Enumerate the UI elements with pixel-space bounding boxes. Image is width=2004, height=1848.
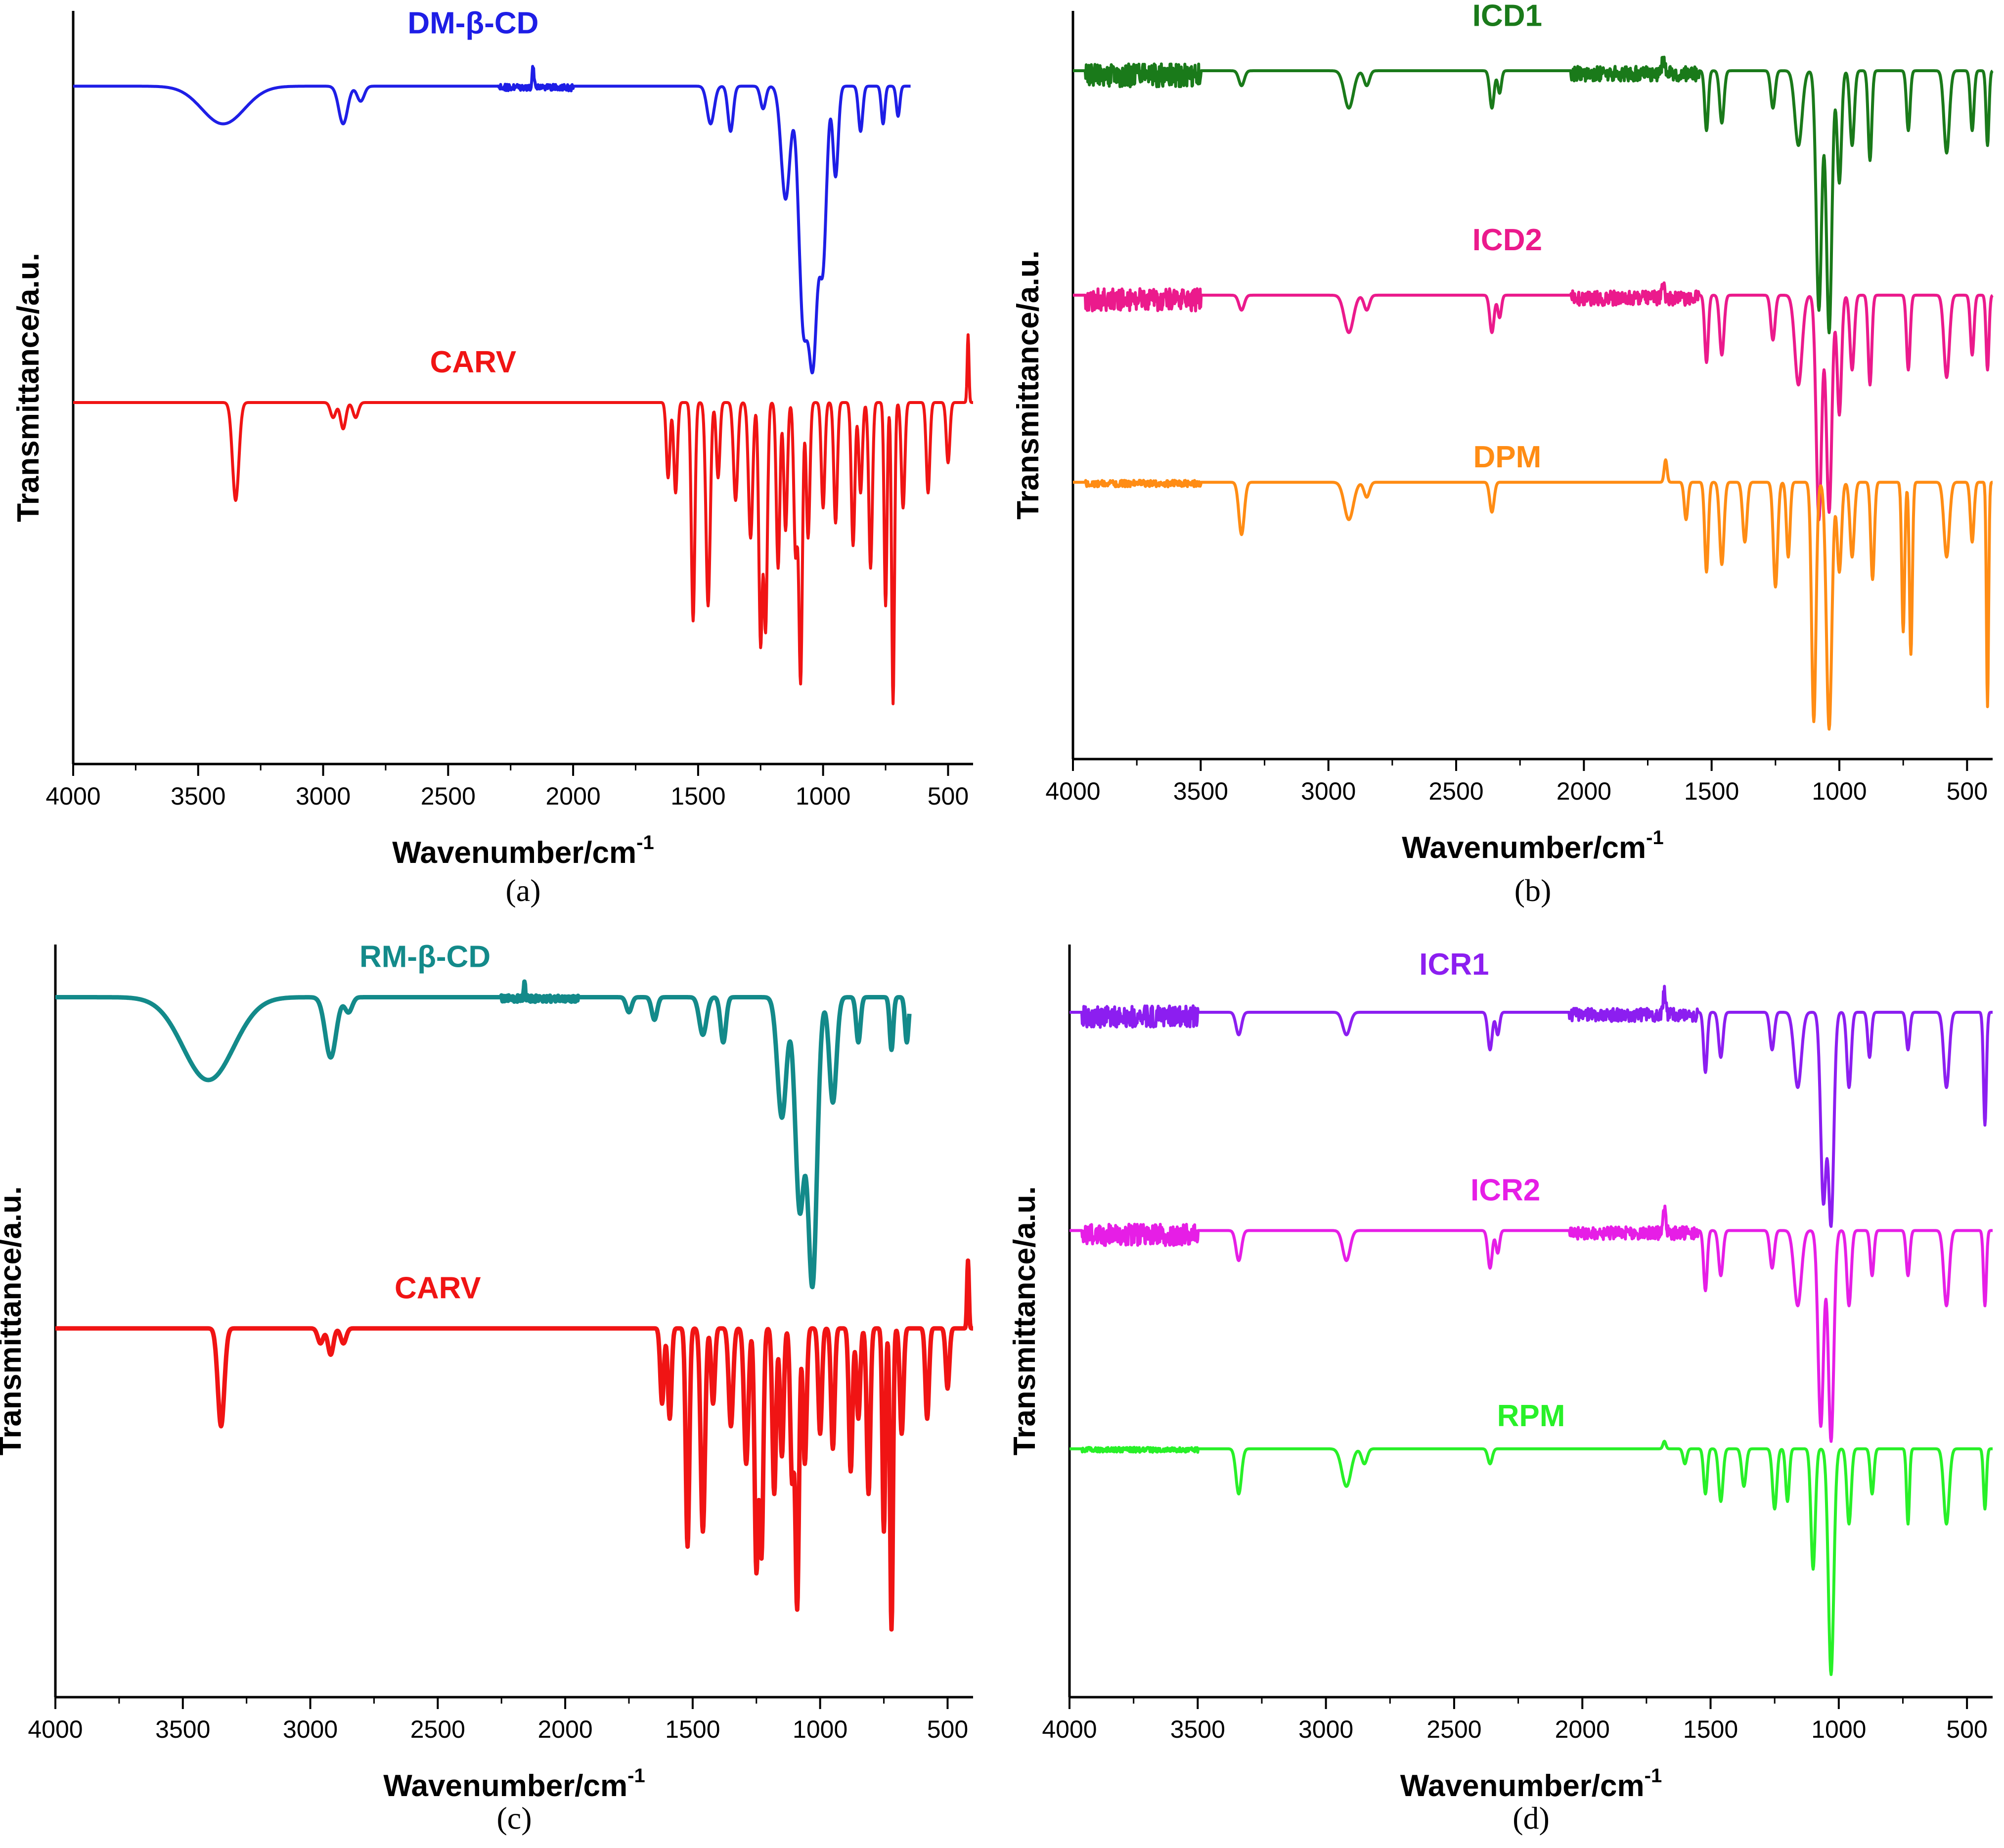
panel-d-y-axis-title: Transmittance/a.u. bbox=[1008, 1186, 1042, 1455]
panel-d-x-tick-label: 2500 bbox=[1426, 1715, 1481, 1743]
panel-b-x-tick-label: 2000 bbox=[1557, 777, 1611, 805]
panel-c-series-line bbox=[53, 979, 912, 1290]
panel-c-caption: (c) bbox=[496, 1801, 532, 1836]
panel-a-x-tick-label: 2000 bbox=[545, 782, 600, 810]
panel-d-x-tick-label: 4000 bbox=[1042, 1715, 1097, 1743]
panel-b-x-axis-title: Wavenumber/cm-1 bbox=[1402, 827, 1663, 865]
panel-a-x-tick-label: 1500 bbox=[670, 782, 725, 810]
panel-b-x-tick-label: 2500 bbox=[1428, 777, 1483, 805]
panel-a-x-tick-label: 4000 bbox=[45, 782, 100, 810]
panel-d-series-label: ICR1 bbox=[1419, 947, 1489, 982]
panel-d-x-axis-title-superscript: -1 bbox=[1645, 1765, 1662, 1787]
panel-d-series-line bbox=[1069, 985, 1994, 1228]
panel-b-x-tick-label: 3500 bbox=[1173, 777, 1228, 805]
panel-d-series-label: RPM bbox=[1497, 1399, 1565, 1433]
panel-c-x-tick-label: 1500 bbox=[665, 1715, 720, 1743]
panel-a-x-tick-label: 2500 bbox=[421, 782, 476, 810]
panel-d-series-line bbox=[1069, 1440, 1994, 1676]
panel-c-series-label: RM-β-CD bbox=[359, 940, 490, 974]
panel-b-series-line bbox=[1072, 458, 1994, 731]
panel-c-x-tick-label: 2500 bbox=[410, 1715, 465, 1743]
panel-a-x-tick-label: 3500 bbox=[171, 782, 225, 810]
panel-d-x-tick-label: 3000 bbox=[1298, 1715, 1353, 1743]
panel-c-x-tick-label: 500 bbox=[927, 1715, 968, 1743]
panel-b-series-label: ICD2 bbox=[1472, 223, 1542, 257]
panel-a-x-tick-label: 500 bbox=[928, 782, 969, 810]
panel-a-series-label: DM-β-CD bbox=[407, 6, 538, 41]
panel-a-x-tick-label: 3000 bbox=[296, 782, 351, 810]
panel-a-caption: (a) bbox=[505, 873, 540, 908]
panel-c-series-label: CARV bbox=[395, 1271, 481, 1305]
panel-d-x-tick-label: 1500 bbox=[1683, 1715, 1738, 1743]
panel-d-x-tick-label: 2000 bbox=[1555, 1715, 1610, 1743]
panel-c-x-tick-label: 4000 bbox=[28, 1715, 83, 1743]
panel-c-x-tick-label: 3500 bbox=[155, 1715, 210, 1743]
panel-b-caption: (b) bbox=[1514, 873, 1552, 908]
panel-b-x-tick-label: 4000 bbox=[1045, 777, 1100, 805]
panel-c-x-tick-label: 1000 bbox=[793, 1715, 847, 1743]
panel-c: 4000 3500 3000 2500 2000 1500 1000 500 Wavenumbe… bbox=[0, 940, 975, 1836]
panel-a-y-axis-title: Transmittance/a.u. bbox=[11, 253, 45, 522]
panel-c-x-tick-label: 2000 bbox=[537, 1715, 592, 1743]
panel-d-series-line bbox=[1069, 1204, 1994, 1443]
panel-c-series-line bbox=[53, 1258, 975, 1632]
panel-a-x-axis-title-superscript: -1 bbox=[636, 832, 654, 854]
panel-c-x-tick-label: 3000 bbox=[283, 1715, 338, 1743]
panel-b-x-tick-label: 1000 bbox=[1812, 777, 1867, 805]
panel-a-series-line bbox=[72, 333, 974, 706]
panel-d-x-tick-label: 3500 bbox=[1170, 1715, 1225, 1743]
panel-b-series-line bbox=[1072, 281, 1994, 522]
panel-b-series-line bbox=[1072, 55, 1994, 334]
panel-d-x-tick-label: 1000 bbox=[1811, 1715, 1866, 1743]
panel-b-series-label: ICD1 bbox=[1472, 0, 1542, 33]
panel-a-x-tick-label: 1000 bbox=[796, 782, 850, 810]
panel-b-series-label: DPM bbox=[1473, 440, 1541, 474]
panel-a-series-line bbox=[72, 65, 912, 374]
panel-b-x-axis-title-superscript: -1 bbox=[1646, 827, 1664, 849]
panel-a: 4000 3500 3000 2500 2000 1500 1000 500 Wavenumbe… bbox=[11, 6, 974, 908]
panel-d: 4000 3500 3000 2500 2000 1500 1000 500 Wavenumbe… bbox=[1008, 945, 1994, 1836]
panel-d-caption: (d) bbox=[1513, 1801, 1550, 1836]
panel-d-series-label: ICR2 bbox=[1470, 1173, 1540, 1207]
panel-b-y-axis-title: Transmittance/a.u. bbox=[1011, 250, 1045, 519]
panel-b-x-tick-label: 3000 bbox=[1301, 777, 1356, 805]
panel-d-x-tick-label: 500 bbox=[1946, 1715, 1987, 1743]
panel-b: 4000 3500 3000 2500 2000 1500 1000 500 Wavenumbe… bbox=[1011, 0, 1994, 908]
panel-c-x-axis-title-superscript: -1 bbox=[627, 1765, 645, 1787]
panel-c-x-axis-title: Wavenumber/cm-1 bbox=[383, 1765, 645, 1803]
panel-a-series-label: CARV bbox=[430, 345, 517, 379]
panel-a-x-axis-title: Wavenumber/cm-1 bbox=[392, 832, 654, 870]
panel-b-x-tick-label: 500 bbox=[1947, 777, 1988, 805]
panel-d-x-axis-title: Wavenumber/cm-1 bbox=[1400, 1765, 1662, 1803]
panel-b-x-tick-label: 1500 bbox=[1684, 777, 1739, 805]
panel-c-y-axis-title: Transmittance/a.u. bbox=[0, 1186, 28, 1455]
